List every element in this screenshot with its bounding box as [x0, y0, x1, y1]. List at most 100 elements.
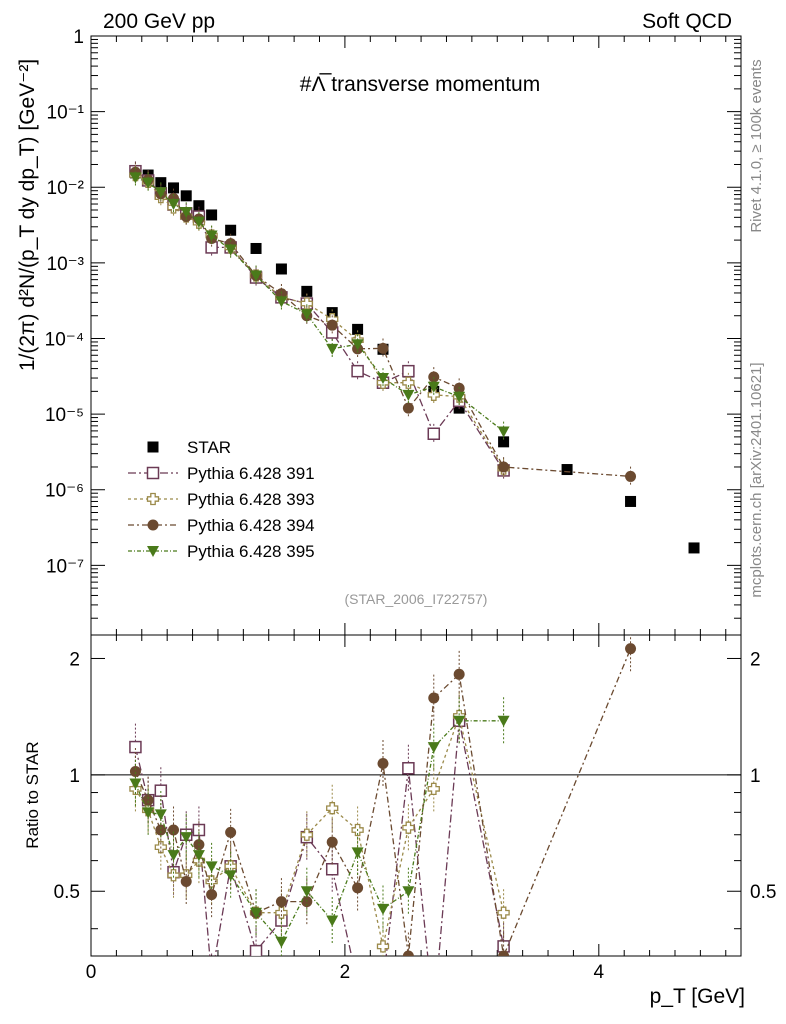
main-series-layer — [129, 161, 700, 554]
ratio-point-pythia-6-428-391 — [249, 944, 263, 956]
ratio-point-pythia-6-428-391 — [402, 762, 415, 775]
ratio-point-pythia-6-428-395 — [154, 809, 167, 821]
ratio-tick-label: 2 — [69, 649, 80, 670]
x-axis-label: p_T [GeV] — [650, 985, 745, 1008]
axis-ticks: 0 2 4 1 10⁻¹ 10⁻² 10⁻³ 10⁻⁴ 10⁻⁵ 10⁻⁶ 10⁻⁷ 0.5 0.5 1 1… — [45, 27, 777, 983]
ratio-point-pythia-6-428-391 — [154, 784, 168, 797]
legend-label-star: STAR — [187, 438, 231, 457]
point-pythia-6-428-394 — [402, 402, 414, 414]
point-pythia-6-428-391 — [402, 364, 415, 378]
point-star — [168, 182, 180, 194]
ratio-axis-label: Ratio to STAR — [23, 741, 42, 848]
point-star — [625, 495, 637, 507]
ratio-point-pythia-6-428-393 — [427, 782, 440, 796]
ratio-point-pythia-6-428-394 — [168, 824, 180, 836]
series-line-pythia-6-428-391 — [135, 170, 505, 471]
ratio-point-pythia-6-428-393 — [326, 802, 339, 815]
ratio-point-pythia-6-428-395 — [351, 847, 364, 859]
ratio-point-pythia-6-428-393 — [275, 906, 288, 919]
ratio-point-pythia-6-428-394 — [129, 766, 141, 778]
y-tick-label: 10⁻² — [47, 178, 85, 199]
y-tick-label: 1 — [73, 27, 84, 48]
point-star — [250, 242, 262, 254]
ratio-point-pythia-6-428-391 — [129, 740, 142, 754]
analysis-tag: (STAR_2006_I722757) — [345, 591, 488, 607]
ratio-point-pythia-6-428-394 — [206, 889, 218, 901]
point-pythia-6-428-394 — [625, 470, 637, 482]
ratio-point-pythia-6-428-394 — [142, 794, 154, 806]
y-tick-label: 10⁻⁵ — [45, 405, 84, 426]
point-pythia-6-428-395 — [192, 216, 205, 228]
x-tick-label: 4 — [594, 962, 605, 983]
ratio-point-pythia-6-428-394 — [453, 668, 465, 680]
point-star — [688, 542, 700, 554]
legend-label-pythia-6-428-394: Pythia 6.428 394 — [187, 516, 315, 535]
point-pythia-6-428-394 — [377, 342, 389, 354]
y-tick-label: 10⁻⁴ — [45, 329, 84, 350]
ratio-point-pythia-6-428-395 — [300, 886, 313, 898]
ratio-series-layer — [129, 635, 637, 1020]
ratio-point-pythia-6-428-394 — [155, 824, 167, 836]
header-right: Soft QCD — [642, 10, 732, 33]
point-pythia-6-428-394 — [498, 461, 510, 473]
point-star — [206, 209, 218, 221]
point-pythia-6-428-395 — [351, 339, 364, 351]
ratio-point-pythia-6-428-393 — [497, 906, 510, 919]
ratio-point-pythia-6-428-395 — [275, 936, 288, 948]
point-star — [180, 190, 192, 202]
ratio-point-pythia-6-428-395 — [326, 915, 339, 927]
ratio-point-pythia-6-428-393 — [300, 828, 313, 841]
point-pythia-6-428-393 — [300, 297, 313, 310]
ratio-point-pythia-6-428-391 — [206, 972, 217, 983]
ratio-point-pythia-6-428-395 — [497, 715, 510, 727]
ratio-point-pythia-6-428-393 — [376, 940, 390, 953]
ratio-point-pythia-6-428-394 — [498, 950, 510, 956]
ratio-point-pythia-6-428-395 — [205, 861, 218, 873]
ratio-point-pythia-6-428-393 — [167, 869, 180, 882]
ratio-point-pythia-6-428-394 — [326, 836, 338, 848]
legend-marker-pythia-6-428-394 — [147, 519, 159, 531]
ratio-point-pythia-6-428-394 — [377, 757, 389, 769]
point-pythia-6-428-395 — [167, 199, 180, 211]
point-pythia-6-428-395 — [453, 391, 466, 403]
ratio-point-pythia-6-428-395 — [167, 850, 180, 862]
ratio-tick-label: 0.5 — [54, 882, 80, 903]
legend-label-pythia-6-428-393: Pythia 6.428 393 — [187, 490, 315, 509]
ratio-point-pythia-6-428-391 — [352, 977, 363, 988]
ratio-tick-label-right: 1 — [750, 766, 761, 787]
point-star — [352, 323, 364, 335]
ratio-point-pythia-6-428-394 — [428, 692, 440, 704]
point-star — [301, 285, 313, 297]
y-tick-label: 10⁻⁶ — [45, 481, 84, 502]
point-pythia-6-428-394 — [326, 319, 338, 331]
ratio-point-pythia-6-428-394 — [180, 875, 192, 887]
ratio-tick-label: 1 — [69, 766, 80, 787]
point-star — [225, 224, 237, 236]
mcplots-label: mcplots.cern.ch [arXiv:2401.10621] — [748, 362, 765, 597]
ratio-point-pythia-6-428-394 — [352, 882, 364, 894]
point-star — [193, 200, 205, 212]
ratio-point-pythia-6-428-395 — [129, 778, 142, 790]
x-tick-label: 2 — [340, 962, 351, 983]
series-line-pythia-6-428-395 — [135, 176, 505, 432]
legend-marker-pythia-6-428-391 — [146, 466, 160, 480]
y-axis-label: 1/(2π) d²N/(p_T dy dp_T) [GeV⁻²] — [16, 59, 39, 371]
point-pythia-6-428-395 — [427, 381, 440, 393]
point-star — [326, 307, 338, 319]
ratio-point-pythia-6-428-391 — [377, 977, 388, 988]
point-star — [498, 436, 510, 448]
point-pythia-6-428-395 — [376, 373, 389, 385]
y-tick-label: 10⁻³ — [47, 254, 85, 275]
ratio-point-pythia-6-428-391 — [428, 1009, 439, 1020]
point-pythia-6-428-395 — [402, 389, 415, 401]
y-tick-label: 10⁻⁷ — [46, 556, 84, 577]
point-pythia-6-428-395 — [129, 172, 142, 184]
point-pythia-6-428-391 — [351, 364, 364, 378]
ratio-point-pythia-6-428-395 — [250, 907, 263, 919]
point-pythia-6-428-395 — [275, 296, 288, 308]
legend-marker-star — [147, 441, 159, 453]
legend-marker-pythia-6-428-393 — [146, 492, 160, 506]
ratio-tick-label-right: 0.5 — [750, 882, 776, 903]
ratio-point-pythia-6-428-394 — [225, 826, 237, 838]
legend-label-pythia-6-428-395: Pythia 6.428 395 — [187, 542, 315, 561]
